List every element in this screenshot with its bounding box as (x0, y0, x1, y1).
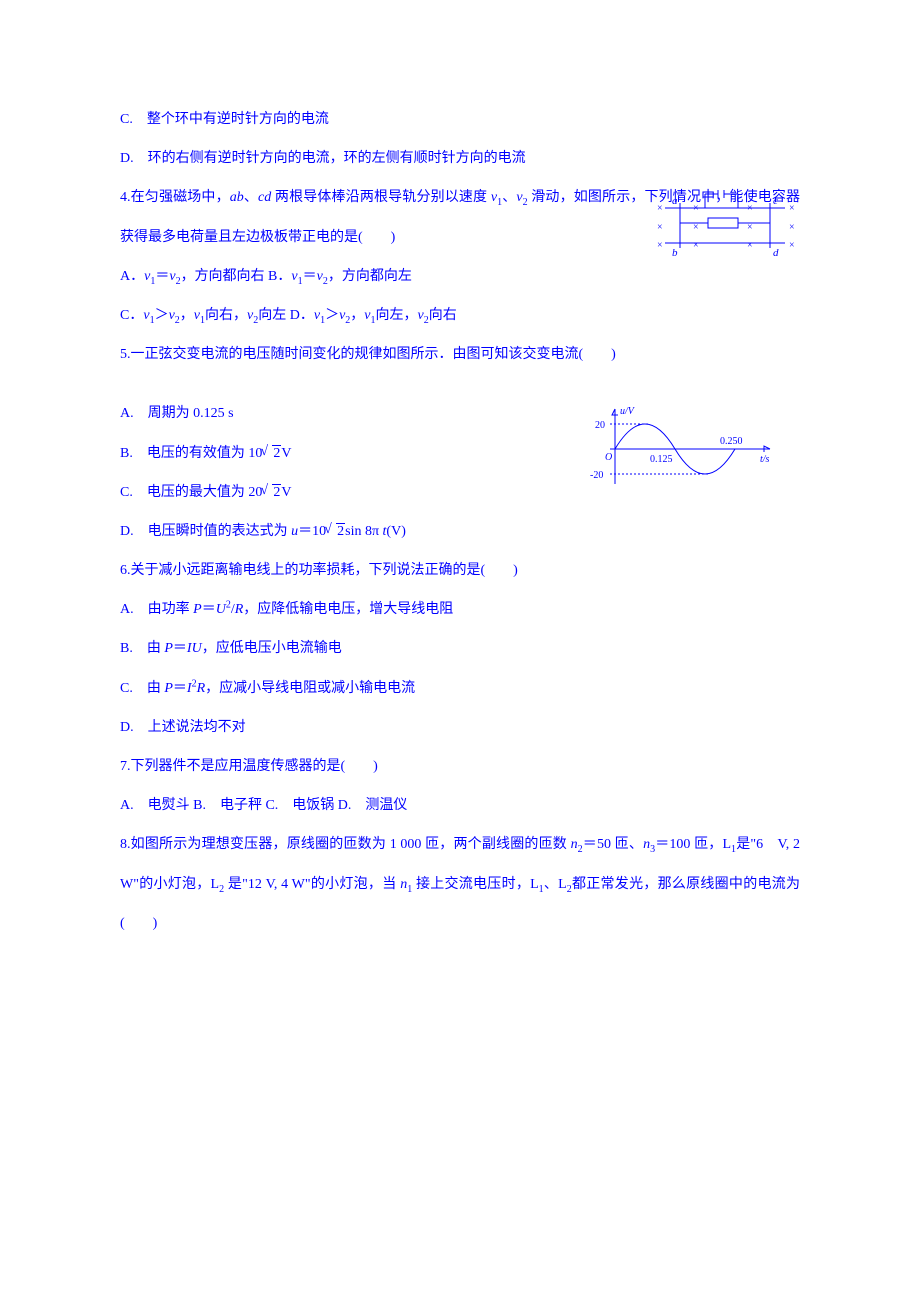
q5-fig-xlabel: t/s (760, 454, 770, 465)
q6-option-b: B. 由 P＝IU，应低电压小电流输电 (120, 629, 800, 668)
svg-text:×: × (657, 240, 663, 251)
q6-b-eq: ＝ (173, 641, 187, 656)
q3-option-c: C. 整个环中有逆时针方向的电流 (120, 100, 800, 139)
svg-text:×: × (747, 203, 753, 214)
q6-b-P: P (164, 641, 173, 656)
q4-c-gt: ＞ (155, 308, 169, 323)
svg-text:×: × (747, 240, 753, 251)
q5-c-unit: V (281, 485, 291, 500)
q5-fig-ytop: 20 (595, 420, 605, 431)
svg-text:×: × (693, 240, 699, 251)
q8-a: 8.如图所示为理想变压器，原线圈的匝数为 1 000 匝，两个副线圈的匝数 (120, 837, 571, 852)
q5-d-tail2: (V) (386, 524, 405, 539)
spacer (120, 374, 800, 394)
svg-text:×: × (693, 203, 699, 214)
q6-a-pre: A. 由功率 (120, 602, 193, 617)
q4-a-eq: ＝ (155, 269, 169, 284)
q5-option-d: D. 电压瞬时值的表达式为 u＝102sin 8π t(V) (120, 512, 800, 551)
svg-text:×: × (693, 222, 699, 233)
q4-stem: 4.在匀强磁场中，ab、cd 两根导体棒沿两根导轨分别以速度 v1、v2 滑动，… (120, 178, 800, 256)
q5-d-mid: ＝10 (298, 524, 326, 539)
q6-a-U: U (216, 602, 226, 617)
svg-text:×: × (789, 240, 795, 251)
q4-fig-label-a: a (672, 195, 678, 207)
q6-option-d: D. 上述说法均不对 (120, 708, 800, 747)
q4-ab: ab (230, 190, 244, 205)
q8-b: ＝50 匝、 (583, 837, 643, 852)
q6-b-U: U (192, 641, 202, 656)
q4-b-tail: ，方向都向左 (328, 269, 412, 284)
q8-e: 是"12 V, 4 W"的小灯泡，当 (224, 877, 400, 892)
q4-cd: cd (258, 190, 271, 205)
q6-a-P: P (193, 602, 202, 617)
q8-c: ＝100 匝，L (655, 837, 731, 852)
q5-d-rad: 2 (336, 523, 345, 539)
q6-c-R: R (197, 681, 206, 696)
q6-b-tail: ，应低电压小电流输电 (202, 641, 342, 656)
q5-b-pre: B. 电压的有效值为 10 (120, 446, 262, 461)
svg-text:×: × (747, 222, 753, 233)
q4-d-d1: 向左， (376, 308, 418, 323)
q4-stem-text-b: 、 (244, 190, 258, 205)
radical-icon: 2 (326, 512, 345, 551)
q4-a-pre: A． (120, 269, 144, 284)
q5-fig-x1: 0.125 (650, 454, 673, 465)
q6-c-P: P (164, 681, 173, 696)
q4-c-c1: ， (180, 308, 194, 323)
q5-fig-origin: O (605, 452, 612, 463)
q7-options: A. 电熨斗 B. 电子秤 C. 电饭锅 D. 测温仪 (120, 786, 800, 825)
q3-option-d: D. 环的右侧有逆时针方向的电流，环的左侧有顺时针方向的电流 (120, 139, 800, 178)
svg-text:×: × (657, 203, 663, 214)
circuit-icon: ×××× ×××× ×××× a b c d (650, 188, 800, 258)
q6-c-tail: ，应减小导线电阻或减小输电电流 (205, 681, 415, 696)
q7-stem: 7.下列器件不是应用温度传感器的是( ) (120, 747, 800, 786)
q6-c-pre: C. 由 (120, 681, 164, 696)
q8-n3: n (643, 837, 650, 852)
radical-icon: 2 (262, 434, 281, 473)
q4-b-eq: ＝ (303, 269, 317, 284)
q4-a-tail: ，方向都向右 B． (181, 269, 292, 284)
q4-figure: ×××× ×××× ×××× a b c d (650, 188, 800, 258)
q6-b-pre: B. 由 (120, 641, 164, 656)
q6-a-R: R (235, 602, 244, 617)
q4-d-c1: ， (350, 308, 364, 323)
q4-c-d1: 向右， (205, 308, 247, 323)
q4-stem-text-d: 、 (502, 190, 516, 205)
q5-b-unit: V (281, 446, 291, 461)
q5-option-c: C. 电压的最大值为 20 2V (120, 473, 800, 512)
q5-c-pre: C. 电压的最大值为 20 (120, 485, 262, 500)
q6-stem: 6.关于减小远距离输电线上的功率损耗，下列说法正确的是( ) (120, 551, 800, 590)
q8-stem: 8.如图所示为理想变压器，原线圈的匝数为 1 000 匝，两个副线圈的匝数 n2… (120, 825, 800, 943)
q8-f: 接上交流电压时，L (412, 877, 538, 892)
q4-d-gt: ＞ (325, 308, 339, 323)
svg-text:×: × (657, 222, 663, 233)
svg-text:×: × (789, 203, 795, 214)
q4-fig-label-c: c (773, 195, 778, 207)
q6-option-a: A. 由功率 P＝U2/R，应降低输电电压，增大导线电阻 (120, 590, 800, 629)
q6-a-eq: ＝ (202, 602, 216, 617)
q5-d-pre: D. 电压瞬时值的表达式为 (120, 524, 291, 539)
q5-stem: 5.一正弦交变电流的电压随时间变化的规律如图所示．由图可知该交变电流( ) (120, 335, 800, 374)
q6-c-eq: ＝ (173, 681, 187, 696)
q4-d-tail: 向右 (429, 308, 457, 323)
q6-a-tail: ，应降低输电电压，增大导线电阻 (243, 602, 453, 617)
radical-icon: 2 (262, 473, 281, 512)
q5-c-rad: 2 (272, 484, 281, 500)
q5-fig-x2: 0.250 (720, 436, 743, 447)
q5-option-b: B. 电压的有效值为 102V u/V t/s 20 -20 O 0.125 0… (120, 434, 800, 473)
q6-option-c: C. 由 P＝I2R，应减小导线电阻或减小输电电流 (120, 669, 800, 708)
svg-text:×: × (789, 222, 795, 233)
q8-n2: n (571, 837, 578, 852)
q4-c-tail: 向左 D． (258, 308, 314, 323)
q4-options-cd: C．v1＞v2，v1向右，v2向左 D．v1＞v2，v1向左，v2向右 (120, 296, 800, 335)
q4-c-pre: C． (120, 308, 143, 323)
q5-fig-ylabel: u/V (620, 406, 636, 417)
q5-d-tail1: sin 8π (345, 524, 379, 539)
q5-b-rad: 2 (272, 445, 281, 461)
q4-options-ab: A．v1＝v2，方向都向右 B．v1＝v2，方向都向左 (120, 257, 800, 296)
q4-stem-text-c: 两根导体棒沿两根导轨分别以速度 (271, 190, 491, 205)
q8-g: 、L (544, 877, 567, 892)
q4-stem-text-a: 4.在匀强磁场中， (120, 190, 230, 205)
